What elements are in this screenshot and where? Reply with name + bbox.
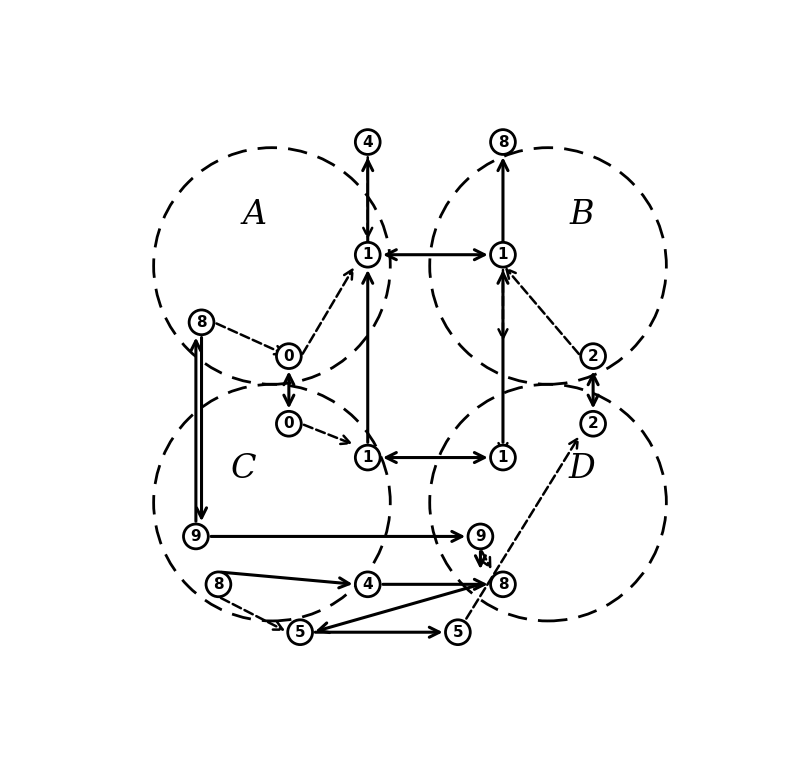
Circle shape [355, 129, 380, 154]
Circle shape [355, 445, 380, 470]
Circle shape [581, 344, 606, 368]
Text: 5: 5 [453, 625, 463, 640]
Text: C: C [231, 453, 257, 485]
Text: 4: 4 [362, 577, 373, 592]
Circle shape [490, 572, 515, 597]
Text: 1: 1 [498, 247, 508, 263]
Text: 0: 0 [283, 349, 294, 364]
Circle shape [288, 619, 313, 645]
Text: 1: 1 [498, 450, 508, 465]
Circle shape [277, 412, 302, 436]
Text: 8: 8 [196, 315, 207, 330]
Circle shape [490, 242, 515, 267]
Circle shape [581, 412, 606, 436]
Circle shape [183, 524, 208, 549]
Text: 0: 0 [283, 416, 294, 431]
Circle shape [355, 572, 380, 597]
Text: 1: 1 [362, 247, 373, 263]
Text: 1: 1 [362, 450, 373, 465]
Circle shape [468, 524, 493, 549]
Circle shape [490, 445, 515, 470]
Text: 5: 5 [295, 625, 306, 640]
Circle shape [189, 310, 214, 335]
Text: 8: 8 [213, 577, 224, 592]
Text: 2: 2 [588, 416, 598, 431]
Circle shape [446, 619, 470, 645]
Text: 2: 2 [588, 349, 598, 364]
Circle shape [206, 572, 231, 597]
Text: B: B [570, 199, 594, 231]
Text: 9: 9 [475, 529, 486, 544]
Text: 4: 4 [362, 135, 373, 149]
Text: 8: 8 [498, 577, 508, 592]
Circle shape [277, 344, 302, 368]
Text: 9: 9 [190, 529, 202, 544]
Text: D: D [569, 453, 595, 485]
Circle shape [355, 242, 380, 267]
Text: A: A [243, 199, 267, 231]
Circle shape [490, 129, 515, 154]
Text: 8: 8 [498, 135, 508, 149]
